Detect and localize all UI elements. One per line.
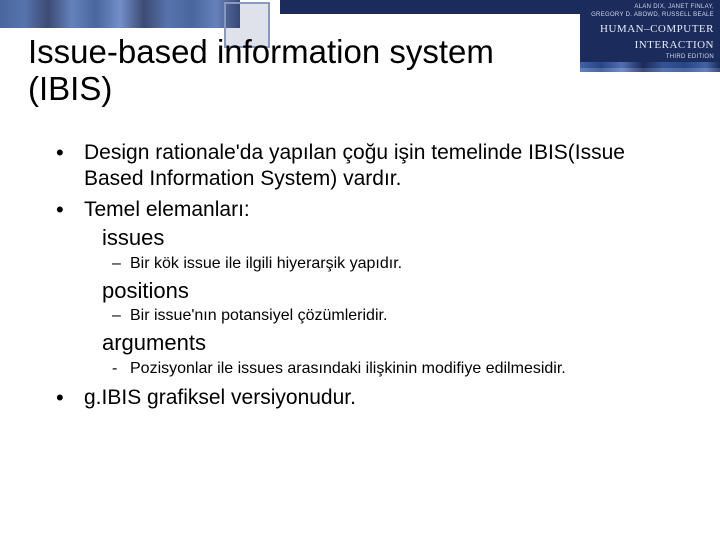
book-authors-line2: GREGORY D. ABOWD, RUSSELL BEALE: [586, 12, 714, 20]
issues-notes: Bir kök issue ile ilgili hiyerarşik yapı…: [84, 254, 680, 274]
bullet-3-text: g.IBIS grafiksel versiyonudur.: [84, 386, 356, 409]
positions-note: Bir issue'nın potansiyel çözümleridir.: [112, 306, 680, 326]
slide-content: Design rationale'da yapılan çoğu işin te…: [50, 140, 680, 417]
arguments-notes: Pozisyonlar ile issues arasındaki ilişki…: [84, 359, 680, 379]
book-authors-line1: ALAN DIX, JANET FINLAY,: [586, 4, 714, 12]
book-badge-strip: [580, 62, 720, 72]
arguments-note: Pozisyonlar ile issues arasındaki ilişki…: [112, 359, 680, 379]
bullet-list: Design rationale'da yapılan çoğu işin te…: [50, 140, 680, 411]
bullet-1-text: Design rationale'da yapılan çoğu işin te…: [84, 141, 625, 190]
issues-note: Bir kök issue ile ilgili hiyerarşik yapı…: [112, 254, 680, 274]
book-title-line2: INTERACTION: [586, 38, 714, 52]
book-title-line1: HUMAN–COMPUTER: [586, 22, 714, 36]
positions-notes: Bir issue'nın potansiyel çözümleridir.: [84, 306, 680, 326]
header-decor-strip: [0, 0, 240, 28]
sub-positions-wrap: positions: [84, 278, 680, 305]
bullet-2: Temel elemanları: issues Bir kök issue i…: [50, 197, 680, 379]
bullet-2-text: Temel elemanları:: [84, 198, 250, 221]
sub-issues: issues: [102, 225, 680, 252]
book-badge: ALAN DIX, JANET FINLAY, GREGORY D. ABOWD…: [580, 0, 720, 68]
sub-arguments-wrap: arguments: [84, 330, 680, 357]
slide-title: Issue-based information system (IBIS): [28, 34, 568, 108]
bullet-3: g.IBIS grafiksel versiyonudur.: [50, 385, 680, 411]
sub-positions: positions: [102, 278, 680, 305]
bullet-2-subs: issues: [84, 225, 680, 252]
bullet-1: Design rationale'da yapılan çoğu işin te…: [50, 140, 680, 191]
book-edition: THIRD EDITION: [586, 54, 714, 62]
sub-arguments: arguments: [102, 330, 680, 357]
